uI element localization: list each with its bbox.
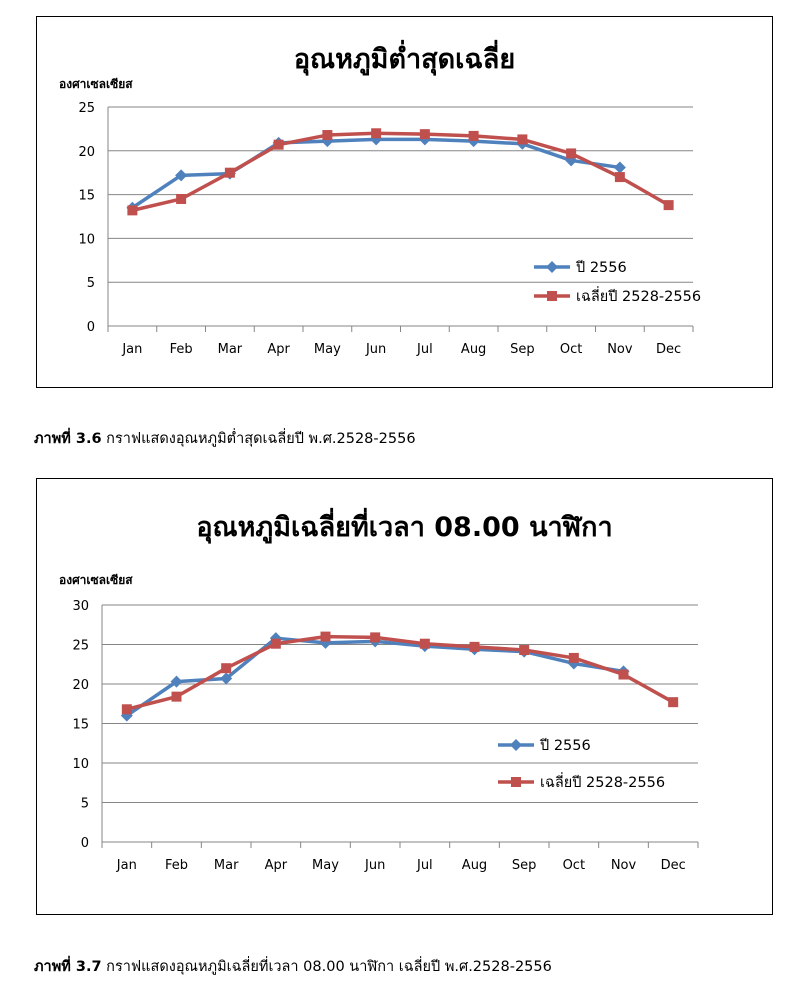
point-average-jun: [370, 632, 381, 643]
chart-frame-min-temp: อุณหภูมิต่ำสุดเฉลี่ย องศาเซลเซียส 0 5 10 15…: [36, 16, 773, 388]
point-average-jul: [419, 129, 430, 140]
point-average-nov: [614, 172, 625, 183]
x-tick-label: Jun: [365, 342, 386, 357]
point-average-apr: [270, 638, 281, 649]
point-average-feb: [176, 193, 187, 204]
y-tick-label: 10: [72, 757, 89, 772]
series-line-average-2528-2556: [131, 131, 670, 213]
line-chart-min-temp: 0 5 10 15 20 25 Jan Feb Mar Apr May Jun Jul Aug Sep Oct…: [78, 101, 701, 357]
y-tick-label: 20: [78, 145, 95, 160]
point-average-feb: [171, 691, 182, 702]
y-tick-label: 30: [72, 599, 89, 614]
legend-label: เฉลี่ยปี 2528-2556: [540, 772, 665, 791]
point-average-dec: [668, 697, 679, 708]
x-tick-label: May: [312, 858, 339, 873]
point-year-2556-nov: [613, 161, 626, 174]
point-average-oct: [568, 652, 579, 663]
y-tick-label: 15: [72, 718, 89, 733]
x-tick-label: Jan: [116, 858, 137, 873]
point-average-jan: [127, 205, 138, 216]
series-line-year-2556: [131, 137, 621, 210]
x-tick-label: Sep: [510, 342, 535, 357]
x-tick-label: Aug: [461, 342, 486, 357]
figure-caption-3-7: ภาพที่ 3.7 กราฟแสดงอุณหภูมิเฉลี่ยที่เวลา…: [34, 955, 552, 978]
y-axis-label: องศาเซลเซียส: [59, 573, 133, 587]
y-tick-label: 25: [72, 639, 89, 654]
x-tick-label: Jul: [416, 342, 433, 357]
point-average-jan: [121, 704, 132, 715]
x-tick-label: Feb: [170, 342, 193, 357]
line-chart-0800-temp: 0 5 10 15 20 25 30 Jan Feb Mar Apr May Jun Jul Aug Sep O…: [72, 599, 699, 873]
x-tick-label: Mar: [218, 342, 243, 357]
point-average-nov: [618, 669, 629, 680]
series-line-year-2556: [125, 636, 624, 718]
point-year-2556-jan: [120, 709, 133, 722]
y-tick-label: 5: [87, 276, 95, 291]
legend-label: ปี 2556: [540, 737, 591, 754]
y-tick-label: 20: [72, 678, 89, 693]
point-average-apr: [273, 139, 284, 150]
point-average-sep: [519, 645, 530, 656]
legend-marker: [547, 291, 557, 301]
x-tick-label: Jul: [416, 858, 433, 873]
figure-label: ภาพที่ 3.6: [34, 431, 102, 447]
point-average-aug: [469, 641, 480, 652]
y-tick-label: 25: [78, 101, 95, 116]
y-tick-label: 0: [81, 836, 89, 851]
y-tick-label: 10: [78, 232, 95, 247]
y-tick-label: 5: [81, 797, 89, 812]
legend-label: ปี 2556: [576, 259, 627, 276]
legend-label: เฉลี่ยปี 2528-2556: [576, 286, 701, 305]
figure-caption-text: กราฟแสดงอุณหภูมิต่ำสุดเฉลี่ยปี พ.ศ.2528-…: [101, 431, 416, 447]
x-tick-label: Mar: [214, 858, 239, 873]
x-tick-label: Nov: [611, 858, 637, 873]
y-tick-label: 15: [78, 189, 95, 204]
legend-marker: [511, 777, 521, 787]
chart-title: อุณหภูมิต่ำสุดเฉลี่ย: [293, 44, 516, 75]
figure-label: ภาพที่ 3.7: [34, 959, 102, 975]
legend-marker: [510, 739, 522, 751]
x-tick-label: Jan: [121, 342, 142, 357]
x-tick-label: Dec: [661, 858, 686, 873]
point-year-2556-feb: [170, 675, 183, 688]
point-average-mar: [224, 167, 235, 178]
x-tick-label: May: [314, 342, 341, 357]
chart-frame-0800-temp: อุณหภูมิเฉลี่ยที่เวลา 08.00 นาฬิกา องศาเ…: [36, 478, 773, 915]
figure-caption-3-6: ภาพที่ 3.6 กราฟแสดงอุณหภูมิต่ำสุดเฉลี่ยป…: [34, 427, 416, 450]
point-average-may: [320, 631, 331, 642]
x-tick-label: Sep: [512, 858, 537, 873]
x-tick-label: Aug: [462, 858, 487, 873]
legend-marker: [546, 261, 558, 273]
point-average-mar: [221, 663, 232, 674]
point-average-dec: [663, 200, 674, 211]
point-year-2556-may: [319, 636, 332, 649]
x-tick-label: Jun: [364, 858, 385, 873]
point-average-sep: [517, 134, 528, 145]
point-average-jul: [419, 638, 430, 649]
point-average-oct: [566, 148, 577, 159]
point-average-aug: [468, 130, 479, 141]
x-tick-label: Nov: [607, 342, 633, 357]
y-axis-label: องศาเซลเซียส: [59, 77, 133, 91]
x-tick-label: Feb: [165, 858, 188, 873]
point-average-may: [322, 130, 333, 141]
point-year-2556-feb: [175, 169, 188, 182]
x-tick-label: Dec: [656, 342, 681, 357]
point-average-jun: [371, 128, 382, 139]
x-tick-label: Oct: [560, 342, 582, 357]
x-tick-label: Apr: [267, 342, 290, 357]
point-year-2556-mar: [220, 672, 233, 685]
series-line-average-2528-2556: [126, 634, 675, 711]
chart-title: อุณหภูมิเฉลี่ยที่เวลา 08.00 นาฬิกา: [196, 512, 613, 543]
figure-caption-text: กราฟแสดงอุณหภูมิเฉลี่ยที่เวลา 08.00 นาฬิ…: [101, 959, 552, 975]
x-tick-label: Apr: [265, 858, 288, 873]
y-tick-label: 0: [87, 320, 95, 335]
x-tick-label: Oct: [563, 858, 585, 873]
